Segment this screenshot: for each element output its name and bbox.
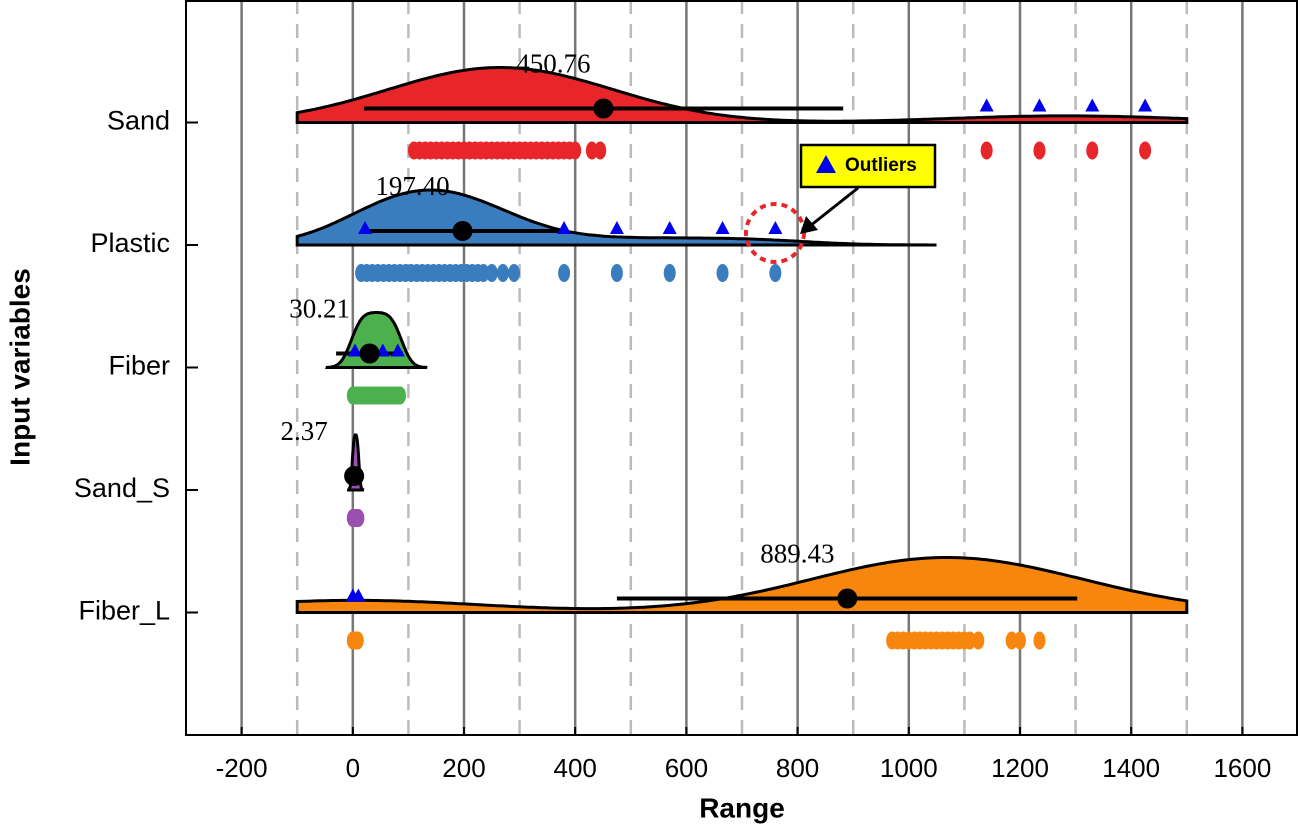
callout-arrowhead: [800, 216, 818, 234]
mean-label: 450.76: [516, 49, 590, 79]
x-tick-label: 400: [554, 753, 597, 783]
callout-arrow: [809, 186, 859, 228]
data-point: [569, 141, 582, 160]
callout-icon: [816, 155, 836, 173]
outlier-marker: [390, 343, 405, 357]
category-label: Sand_S: [74, 473, 170, 503]
mean-label: 2.37: [280, 416, 327, 446]
x-tick-label: 1400: [1102, 753, 1160, 783]
data-point: [394, 386, 407, 405]
x-tick-label: 800: [776, 753, 819, 783]
mean-label: 30.21: [289, 294, 350, 324]
plot-frame: [185, 0, 1298, 736]
data-point: [351, 631, 364, 650]
x-tick-label: 600: [665, 753, 708, 783]
data-point: [963, 631, 976, 650]
y-axis-title: Input variables: [4, 268, 35, 466]
category-label: Fiber_L: [78, 596, 170, 626]
mean-marker: [452, 221, 473, 241]
data-point: [352, 509, 365, 527]
data-point: [1033, 141, 1046, 160]
outlier-marker: [351, 588, 366, 602]
outlier-marker: [768, 221, 783, 234]
data-point: [1033, 631, 1046, 650]
data-point: [477, 264, 490, 282]
mean-marker: [593, 98, 614, 119]
mean-label: 197.40: [375, 171, 449, 201]
outlier-marker: [358, 221, 373, 234]
mean-marker: [359, 343, 380, 364]
data-point: [1014, 631, 1026, 650]
data-point: [610, 264, 623, 282]
x-tick-label: -200: [216, 753, 268, 783]
data-point: [980, 141, 993, 160]
data-point: [485, 264, 498, 282]
data-point: [1086, 141, 1099, 160]
mean-label: 889.43: [760, 539, 834, 569]
mean-marker: [837, 588, 858, 609]
data-point: [496, 264, 509, 282]
data-point: [716, 264, 729, 282]
data-point: [594, 141, 607, 160]
callout-text: Outliers: [845, 155, 917, 176]
x-tick-label: 200: [442, 753, 485, 783]
x-tick-label: 1600: [1213, 753, 1271, 783]
outlier-marker: [1085, 98, 1100, 112]
outlier-marker: [557, 221, 572, 234]
outlier-marker: [609, 221, 624, 234]
data-point: [558, 264, 571, 282]
data-point: [585, 141, 598, 160]
x-tick-label: 0: [346, 753, 360, 783]
mean-marker: [344, 466, 365, 486]
outlier-marker: [1138, 98, 1153, 112]
data-point: [1139, 141, 1152, 160]
category-label: Sand: [107, 106, 170, 136]
data-point: [508, 264, 521, 282]
category-label: Plastic: [90, 228, 170, 258]
data-point: [972, 631, 985, 650]
outlier-marker: [348, 343, 363, 357]
x-tick-label: 1000: [880, 753, 938, 783]
x-axis-title: Range: [699, 792, 785, 823]
data-point: [769, 264, 782, 282]
x-tick-label: 1200: [991, 753, 1049, 783]
data-point: [1005, 631, 1018, 650]
outlier-marker: [1032, 98, 1047, 112]
category-label: Fiber: [108, 351, 170, 381]
outlier-marker: [662, 221, 677, 234]
data-point: [663, 264, 676, 282]
outlier-marker: [979, 98, 994, 112]
outlier-marker: [715, 221, 730, 234]
